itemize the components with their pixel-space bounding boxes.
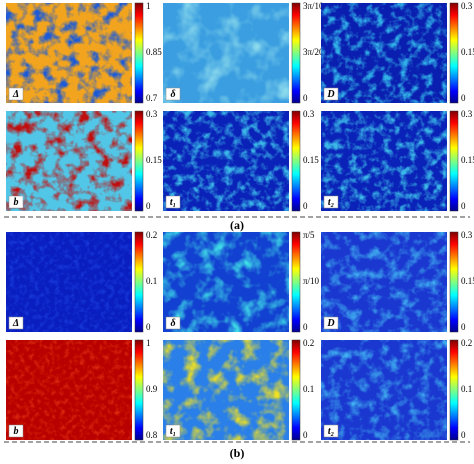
map-texture	[6, 111, 132, 211]
colorbar	[449, 2, 459, 104]
map-texture	[321, 340, 447, 440]
colorbar-tick-label: 0.1	[303, 384, 314, 394]
symbol-box	[165, 316, 181, 330]
colorbar-tick-label: 0.8	[146, 430, 158, 440]
colorbar-tick-label: π/5	[303, 230, 315, 240]
map-texture	[321, 111, 447, 211]
panel-symbol: δ	[170, 318, 175, 329]
colorbar	[134, 110, 144, 212]
map-texture	[163, 232, 289, 332]
panel-symbol: Δ	[12, 89, 19, 100]
symbol-box	[165, 424, 181, 438]
colorbar-tick-label: 0	[146, 322, 151, 332]
symbol-box	[323, 424, 339, 438]
panel-symbol: b	[14, 197, 19, 208]
symbol-box	[8, 87, 24, 101]
map-texture	[321, 3, 447, 103]
colorbar-tick-label: 1	[146, 1, 151, 11]
colorbar-tick-label: 0.2	[303, 338, 314, 348]
panel-symbol: t₁	[170, 197, 176, 208]
colorbar	[449, 110, 459, 212]
map-texture	[6, 3, 132, 103]
symbol-box	[323, 195, 339, 209]
symbol-box	[323, 316, 339, 330]
colorbar	[291, 110, 301, 212]
panel-symbol: δ	[170, 89, 175, 100]
colorbar-tick-label: 0	[461, 322, 466, 332]
colorbar-tick-label: 0.15	[461, 47, 474, 57]
symbol-box	[165, 195, 181, 209]
symbol-box	[165, 87, 181, 101]
colorbar	[449, 339, 459, 441]
panel-symbol: t₂	[328, 426, 334, 437]
panel-symbol: Δ	[12, 318, 19, 329]
colorbar-tick-label: 0.15	[461, 276, 474, 286]
colorbar-tick-label: 0.3	[461, 230, 473, 240]
colorbar-tick-label: 0.85	[146, 47, 162, 57]
colorbar-tick-label: 0.1	[461, 384, 472, 394]
colorbar-tick-label: 0.3	[303, 109, 315, 119]
colorbar-tick-label: 0	[146, 201, 151, 211]
colorbar	[291, 339, 301, 441]
colorbar-tick-label: 0	[461, 93, 466, 103]
panel-symbol: D	[326, 318, 334, 329]
colorbar-tick-label: 0.3	[461, 1, 473, 11]
map-texture	[163, 340, 289, 440]
colorbar-tick-label: 0.7	[146, 93, 158, 103]
colorbar-tick-label: 0.9	[146, 384, 158, 394]
symbol-box	[8, 316, 24, 330]
group-label: (a)	[230, 218, 244, 232]
colorbar-tick-label: 3π/20	[303, 47, 324, 57]
colorbar-tick-label: 0	[461, 430, 466, 440]
map-texture	[6, 232, 132, 332]
colorbar-tick-label: 0.15	[146, 155, 162, 165]
colorbar-tick-label: 0	[303, 430, 308, 440]
map-texture	[6, 340, 132, 440]
colorbar	[291, 2, 301, 104]
colorbar-tick-label: 0	[303, 322, 308, 332]
panel-symbol: b	[14, 426, 19, 437]
colorbar-tick-label: 0.2	[461, 338, 472, 348]
colorbar-tick-label: 0.1	[146, 276, 157, 286]
panel-symbol: t₂	[328, 197, 334, 208]
colorbar-tick-label: 0	[303, 201, 308, 211]
panel-symbol: t₁	[170, 426, 176, 437]
symbol-box	[8, 195, 24, 209]
colorbar-tick-label: 0.2	[146, 230, 157, 240]
colorbar	[449, 231, 459, 333]
colorbar-tick-label: 0	[303, 93, 308, 103]
map-texture	[163, 3, 289, 103]
colorbar-tick-label: 3π/10	[303, 1, 324, 11]
colorbar-tick-label: 0.15	[303, 155, 319, 165]
map-texture	[321, 232, 447, 332]
group-label: (b)	[230, 446, 245, 460]
colorbar-tick-label: 0.3	[146, 109, 158, 119]
colorbar-tick-label: 1	[146, 338, 151, 348]
colorbar-tick-label: 0.3	[461, 109, 473, 119]
colorbar	[291, 231, 301, 333]
symbol-box	[323, 87, 339, 101]
map-texture	[163, 111, 289, 211]
colorbar-tick-label: π/10	[303, 276, 320, 286]
symbol-box	[8, 424, 24, 438]
colorbar	[134, 231, 144, 333]
colorbar-tick-label: 0	[461, 201, 466, 211]
colorbar	[134, 2, 144, 104]
panel-symbol: D	[326, 89, 334, 100]
colorbar-tick-label: 0.15	[461, 155, 474, 165]
colorbar	[134, 339, 144, 441]
